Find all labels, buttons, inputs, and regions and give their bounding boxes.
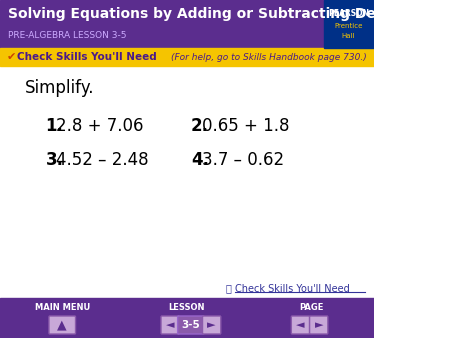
Text: 2.8 + 7.06: 2.8 + 7.06 [56,117,144,135]
FancyBboxPatch shape [202,316,221,334]
FancyBboxPatch shape [161,316,179,334]
FancyBboxPatch shape [178,316,204,334]
Text: PEARSON: PEARSON [328,8,369,18]
Text: (For help, go to Skills Handbook page 730.): (For help, go to Skills Handbook page 73… [171,52,367,62]
Bar [324,0,374,48]
Bar [0,0,374,48]
Text: Hall: Hall [342,33,356,39]
Text: 4.52 – 2.48: 4.52 – 2.48 [56,151,149,169]
Text: Simplify.: Simplify. [25,79,94,97]
Bar [0,48,374,66]
FancyBboxPatch shape [49,316,76,334]
Text: ▲: ▲ [58,318,67,332]
Text: ✔: ✔ [7,52,16,62]
Text: 1.: 1. [45,117,63,135]
Text: PAGE: PAGE [299,304,324,313]
Text: Check Skills You'll Need: Check Skills You'll Need [17,52,156,62]
Text: 3.: 3. [45,151,63,169]
Text: PRE-ALGEBRA LESSON 3-5: PRE-ALGEBRA LESSON 3-5 [8,31,127,41]
Text: 3.7 – 0.62: 3.7 – 0.62 [202,151,284,169]
Text: ◄: ◄ [296,320,305,330]
Text: 3-5: 3-5 [181,320,200,330]
Bar [0,298,374,338]
Text: MAIN MENU: MAIN MENU [35,304,90,313]
Text: ◄: ◄ [166,320,175,330]
Text: 2.: 2. [191,117,209,135]
Text: Prentice: Prentice [334,23,363,29]
Text: ►: ► [315,320,323,330]
FancyBboxPatch shape [310,316,328,334]
Bar [0,66,374,298]
Text: LESSON: LESSON [168,304,205,313]
Text: ►: ► [207,320,216,330]
FancyBboxPatch shape [291,316,310,334]
Text: 🔊 Check Skills You'll Need: 🔊 Check Skills You'll Need [226,283,350,293]
Text: Solving Equations by Adding or Subtracting Decimals: Solving Equations by Adding or Subtracti… [8,7,426,21]
Text: 4.: 4. [191,151,209,169]
Text: 0.65 + 1.8: 0.65 + 1.8 [202,117,289,135]
